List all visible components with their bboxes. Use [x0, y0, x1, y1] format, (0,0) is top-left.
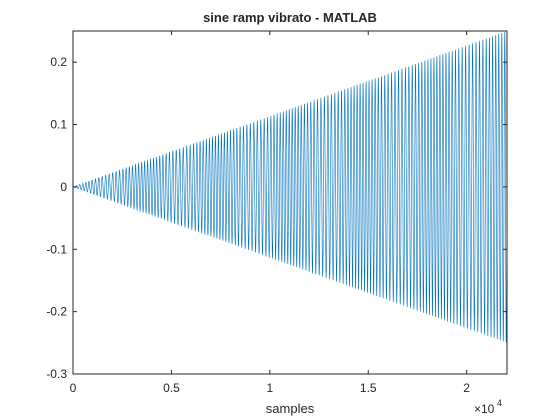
axes-box — [72, 30, 508, 375]
x-tick-label: 0.5 — [163, 381, 180, 395]
y-tick-label: 0.1 — [50, 118, 67, 132]
x-tick-label: 1.5 — [360, 381, 377, 395]
y-tick-label: -0.1 — [46, 242, 67, 256]
x-axis-exponent: ×10 4 — [474, 398, 502, 416]
x-tick-label: 1 — [266, 381, 273, 395]
chart-title: sine ramp vibrato - MATLAB — [203, 10, 377, 25]
x-axis-label: samples — [266, 401, 315, 416]
y-axis-ticks: 0.2 0.1 0 -0.1 -0.2 -0.3 — [46, 55, 507, 381]
y-tick-label: -0.3 — [46, 367, 67, 381]
series-line — [72, 31, 508, 343]
x-exponent-base: ×10 — [474, 402, 495, 416]
plot-series-layer — [72, 31, 508, 343]
y-tick-label: 0 — [60, 180, 67, 194]
x-tick-label: 0 — [70, 381, 77, 395]
x-axis-ticks: 0 0.5 1 1.5 2 — [70, 31, 470, 395]
x-exponent-power: 4 — [497, 398, 502, 408]
x-tick-label: 2 — [463, 381, 470, 395]
y-tick-label: -0.2 — [46, 305, 67, 319]
y-tick-label: 0.2 — [50, 55, 67, 69]
